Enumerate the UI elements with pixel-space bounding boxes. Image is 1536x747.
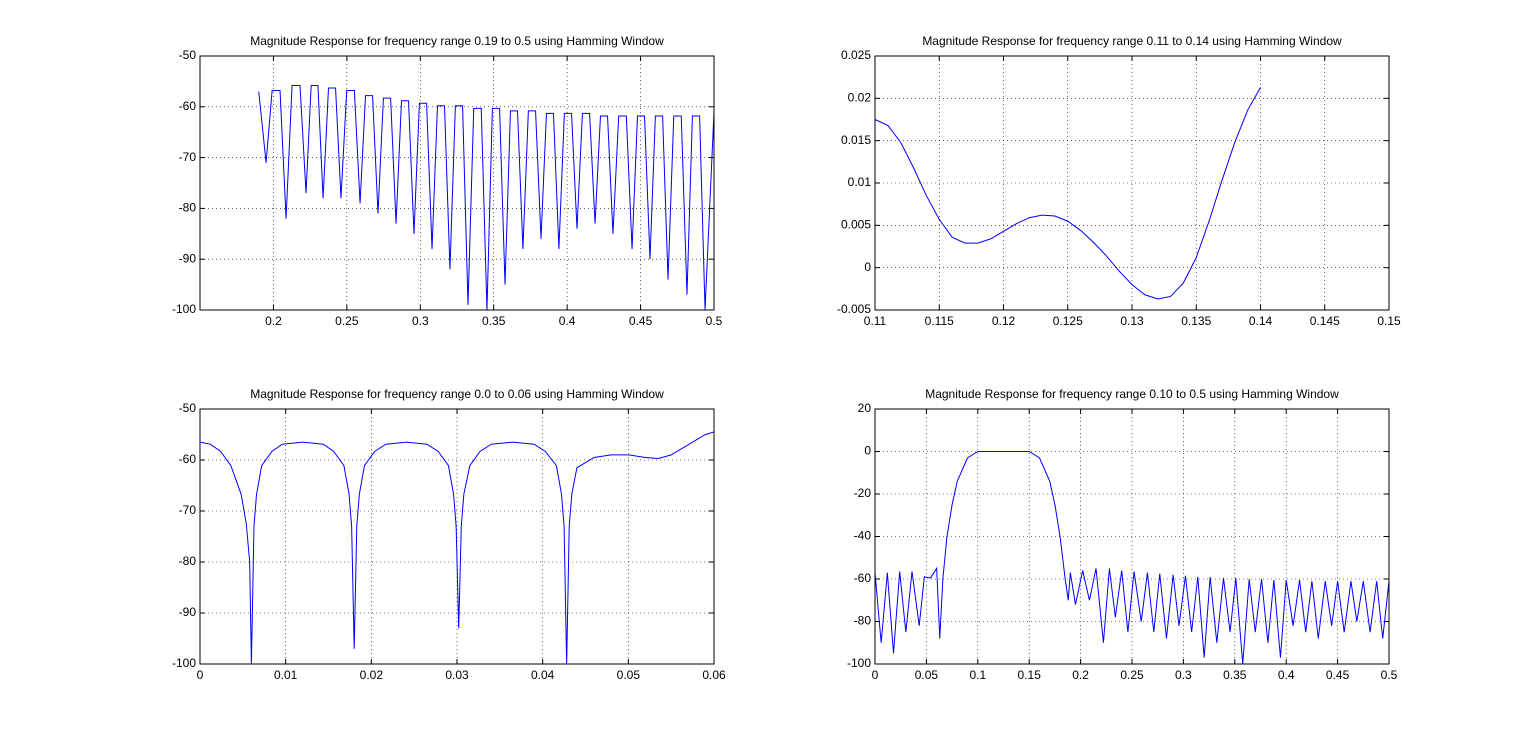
chart-title: Magnitude Response for frequency range 0…	[250, 34, 664, 48]
y-tick-label: -50	[179, 48, 197, 62]
x-tick-label: 0.45	[1326, 668, 1350, 682]
x-tick-label: 0.2	[1072, 668, 1089, 682]
y-tick-label: -90	[179, 605, 197, 619]
x-tick-label: 0.15	[1018, 668, 1042, 682]
chart-title: Magnitude Response for frequency range 0…	[250, 387, 664, 401]
x-tick-label: 0.4	[559, 314, 576, 328]
y-tick-label: -60	[179, 452, 197, 466]
x-tick-label: 0.11	[864, 314, 887, 328]
x-tick-label: 0.115	[925, 314, 954, 328]
x-tick-label: 0.25	[1120, 668, 1144, 682]
y-tick-label: 0.02	[848, 91, 872, 105]
y-tick-label: -90	[179, 251, 197, 265]
y-tick-label: -100	[172, 302, 196, 316]
x-tick-label: 0	[197, 668, 204, 682]
x-tick-label: 0.35	[482, 314, 506, 328]
y-tick-label: -100	[847, 656, 871, 670]
x-tick-label: 0.35	[1223, 668, 1247, 682]
x-tick-label: 0.145	[1310, 314, 1340, 328]
y-tick-label: -40	[854, 529, 872, 543]
chart-title: Magnitude Response for frequency range 0…	[925, 387, 1339, 401]
x-tick-label: 0.03	[445, 668, 469, 682]
chart-title: Magnitude Response for frequency range 0…	[922, 34, 1342, 48]
x-tick-label: 0.2	[265, 314, 282, 328]
x-tick-label: 0.25	[335, 314, 359, 328]
y-tick-label: -80	[854, 614, 872, 628]
x-tick-label: 0.4	[1278, 668, 1295, 682]
y-tick-label: 0	[864, 444, 871, 458]
y-tick-label: -70	[179, 503, 197, 517]
curve	[199, 431, 715, 665]
x-tick-label: 0.3	[1175, 668, 1192, 682]
x-tick-label: 0.15	[1377, 314, 1401, 328]
y-tick-label: -60	[179, 99, 197, 113]
y-tick-label: 0.01	[848, 175, 872, 189]
x-tick-label: 0.5	[1381, 668, 1398, 682]
y-tick-label: -20	[854, 486, 872, 500]
x-tick-label: 0.06	[702, 668, 726, 682]
x-tick-label: 0.3	[412, 314, 429, 328]
x-tick-label: 0.13	[1120, 314, 1144, 328]
y-tick-label: -0.005	[837, 302, 871, 316]
y-tick-label: 0.005	[841, 218, 871, 232]
curve	[874, 451, 1390, 665]
axes-box	[199, 55, 715, 311]
x-tick-label: 0.02	[360, 668, 384, 682]
x-tick-label: 0.125	[1053, 314, 1083, 328]
y-tick-label: -60	[854, 571, 872, 585]
x-tick-label: 0.5	[706, 314, 723, 328]
y-tick-label: -70	[179, 150, 197, 164]
y-tick-label: -50	[179, 401, 197, 415]
x-tick-label: 0.12	[992, 314, 1016, 328]
x-tick-label: 0	[872, 668, 879, 682]
y-tick-label: 20	[858, 401, 872, 415]
y-tick-label: 0.025	[841, 48, 871, 62]
x-tick-label: 0.1	[969, 668, 986, 682]
y-tick-label: -80	[179, 554, 197, 568]
x-tick-label: 0.45	[629, 314, 653, 328]
y-tick-label: 0	[864, 260, 871, 274]
y-tick-label: -80	[179, 201, 197, 215]
x-tick-label: 0.135	[1181, 314, 1211, 328]
axes-box	[874, 408, 1390, 665]
axes-box	[874, 55, 1390, 311]
x-tick-label: 0.14	[1249, 314, 1273, 328]
x-tick-label: 0.01	[274, 668, 298, 682]
curve	[874, 87, 1261, 300]
x-tick-label: 0.05	[915, 668, 939, 682]
x-tick-label: 0.05	[617, 668, 641, 682]
axes-box	[199, 408, 715, 665]
x-tick-label: 0.04	[531, 668, 555, 682]
y-tick-label: -100	[172, 656, 196, 670]
y-tick-label: 0.015	[841, 133, 871, 147]
